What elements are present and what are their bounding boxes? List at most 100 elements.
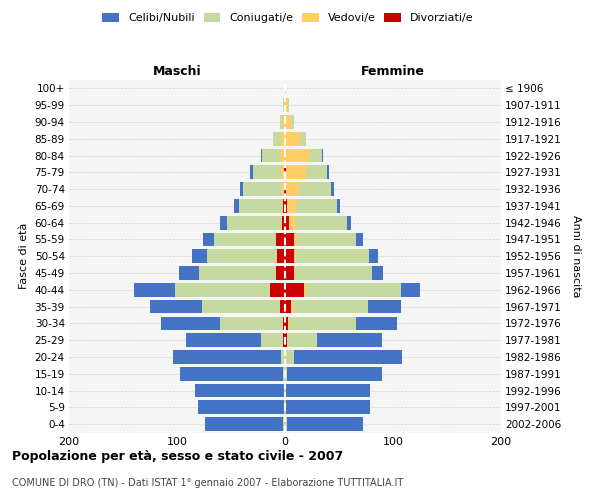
Text: Maschi: Maschi [152,66,202,78]
Text: COMUNE DI DRO (TN) - Dati ISTAT 1° gennaio 2007 - Elaborazione TUTTITALIA.IT: COMUNE DI DRO (TN) - Dati ISTAT 1° genna… [12,478,403,488]
Bar [282,216,285,230]
Bar [288,98,289,112]
Bar [173,350,281,364]
Bar [199,266,277,280]
Bar [280,115,283,129]
Bar [261,148,262,162]
Bar [197,400,284,414]
Bar [337,199,340,213]
Bar [285,250,293,263]
Bar [281,166,284,179]
Bar [300,132,305,145]
Y-axis label: Fasce di età: Fasce di età [19,223,29,290]
Bar [368,300,401,314]
Bar [285,115,292,129]
Bar [285,334,287,347]
Bar [297,232,356,246]
Bar [175,283,270,296]
Bar [285,82,286,96]
Bar [262,148,280,162]
Bar [285,400,286,414]
Bar [305,283,401,296]
Bar [309,148,322,162]
Bar [287,417,363,431]
Bar [304,283,305,296]
Bar [285,350,293,364]
Bar [220,216,227,230]
Bar [285,232,293,246]
Bar [207,250,277,263]
Bar [295,266,373,280]
Bar [192,250,207,263]
Bar [239,199,282,213]
Bar [273,132,281,145]
Bar [287,334,317,347]
Bar [161,316,220,330]
Bar [293,250,296,263]
Bar [277,232,285,246]
Bar [356,232,363,246]
Bar [284,98,285,112]
Bar [284,384,285,398]
Bar [317,334,382,347]
Bar [296,199,337,213]
Bar [284,166,285,179]
Bar [280,148,285,162]
Bar [356,316,397,330]
Bar [285,266,293,280]
Bar [283,115,285,129]
Bar [202,300,280,314]
Bar [299,182,331,196]
Bar [134,283,175,296]
Bar [292,300,293,314]
Bar [283,98,284,112]
Bar [179,266,199,280]
Bar [327,166,329,179]
Bar [180,367,283,380]
Bar [284,400,285,414]
Bar [285,316,288,330]
Bar [347,216,351,230]
Bar [285,182,286,196]
Bar [286,182,299,196]
Bar [283,316,285,330]
Bar [280,300,285,314]
Text: Popolazione per età, sesso e stato civile - 2007: Popolazione per età, sesso e stato civil… [12,450,343,463]
Bar [234,199,239,213]
Bar [285,148,309,162]
Bar [292,115,293,129]
Bar [286,384,370,398]
Bar [285,166,286,179]
Bar [283,334,285,347]
Y-axis label: Anni di nascita: Anni di nascita [571,215,581,298]
Legend: Celibi/Nubili, Coniugati/e, Vedovi/e, Divorziati/e: Celibi/Nubili, Coniugati/e, Vedovi/e, Di… [98,8,478,28]
Bar [253,166,281,179]
Bar [277,250,285,263]
Bar [322,148,323,162]
Bar [285,98,288,112]
Bar [289,316,356,330]
Bar [373,266,383,280]
Bar [285,132,300,145]
Bar [250,166,253,179]
Bar [288,316,289,330]
Bar [243,182,282,196]
Bar [285,199,287,213]
Bar [283,417,285,431]
Bar [285,300,292,314]
Bar [369,250,378,263]
Bar [293,350,401,364]
Bar [150,300,202,314]
Bar [205,417,283,431]
Bar [293,232,297,246]
Bar [214,232,277,246]
Bar [285,417,287,431]
Bar [261,334,283,347]
Bar [283,367,285,380]
Bar [239,182,243,196]
Bar [287,199,296,213]
Bar [296,250,369,263]
Bar [220,316,283,330]
Bar [281,216,282,230]
Bar [401,283,420,296]
